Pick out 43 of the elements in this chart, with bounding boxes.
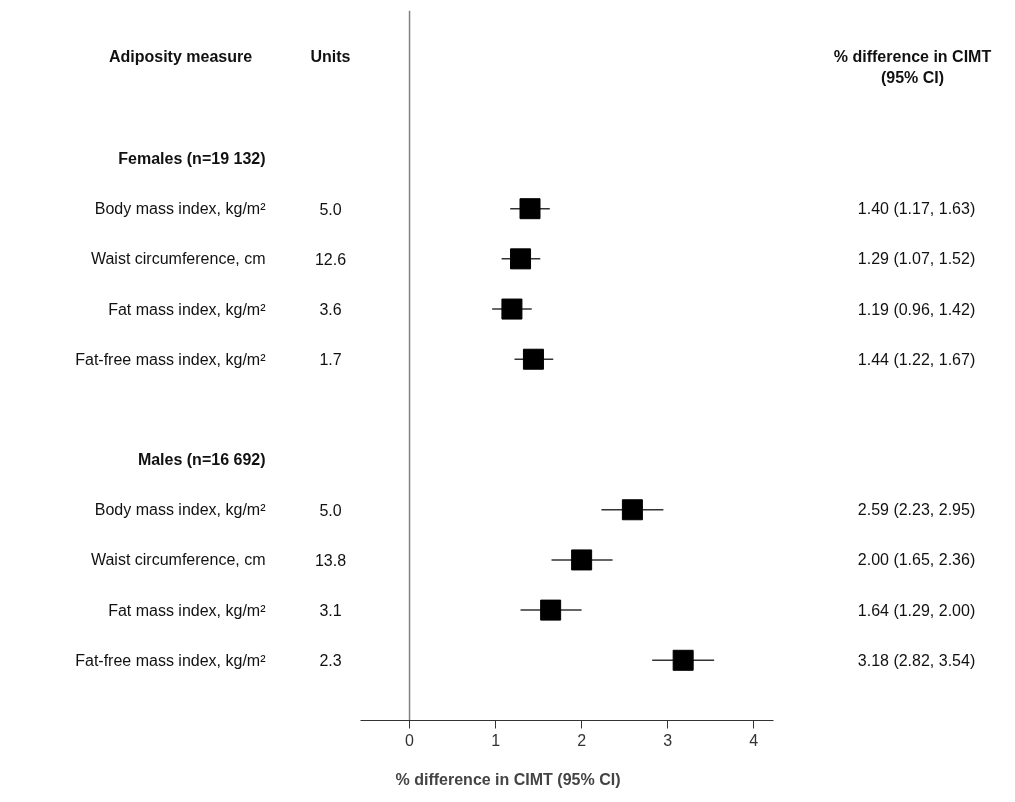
text: % difference in CIMT (95% CI) — [833, 47, 992, 87]
text: 5.0 — [319, 501, 342, 519]
y-tick-label: Males (n=16 692) — [137, 451, 266, 469]
point — [510, 248, 532, 270]
x-tick-label: 1 — [491, 731, 501, 749]
data-label: 3.18 (2.82, 3.54) — [857, 651, 976, 669]
y-tick-label: Females (n=19 132) — [118, 150, 266, 168]
point — [501, 298, 523, 320]
y-tick-label: Fat-free mass index, kg/m² — [75, 350, 267, 368]
y-tick-label: Fat mass index, kg/m² — [108, 601, 267, 619]
x-axis-title: % difference in CIMT (95% CI) — [395, 770, 621, 788]
text: Adiposity measure — [108, 47, 253, 65]
y-tick-label: Waist circumference, cm — [90, 250, 266, 268]
point — [672, 649, 694, 671]
x-tick-label: 0 — [405, 731, 415, 749]
text: 12.6 — [314, 250, 347, 268]
text: 2.3 — [319, 652, 342, 670]
data-label: 1.40 (1.17, 1.63) — [857, 200, 976, 218]
data-label: 1.64 (1.29, 2.00) — [857, 601, 976, 619]
data-label: 2.59 (2.23, 2.95) — [857, 501, 976, 519]
y-tick-label: Body mass index, kg/m² — [94, 200, 267, 218]
text: Units — [310, 47, 351, 65]
data-label: 2.00 (1.65, 2.36) — [857, 551, 976, 569]
text: 1.7 — [319, 351, 342, 369]
text: 3.6 — [319, 301, 342, 319]
point — [571, 549, 593, 571]
y-tick-label: Body mass index, kg/m² — [94, 501, 267, 519]
x-tick-label: 2 — [577, 731, 587, 749]
point — [540, 599, 562, 621]
text: 5.0 — [319, 200, 342, 218]
x-tick-label: 4 — [749, 731, 759, 749]
point — [522, 348, 544, 370]
point — [621, 499, 643, 521]
text: 3.1 — [319, 602, 342, 620]
x-tick-label: 3 — [663, 731, 673, 749]
y-tick-label: Waist circumference, cm — [90, 551, 266, 569]
y-tick-label: Fat-free mass index, kg/m² — [75, 651, 267, 669]
y-tick-label: Fat mass index, kg/m² — [108, 300, 267, 318]
data-label: 1.44 (1.22, 1.67) — [857, 350, 976, 368]
point — [519, 198, 541, 220]
data-label: 1.19 (0.96, 1.42) — [857, 300, 976, 318]
text: 13.8 — [314, 551, 347, 569]
data-label: 1.29 (1.07, 1.52) — [857, 250, 976, 268]
